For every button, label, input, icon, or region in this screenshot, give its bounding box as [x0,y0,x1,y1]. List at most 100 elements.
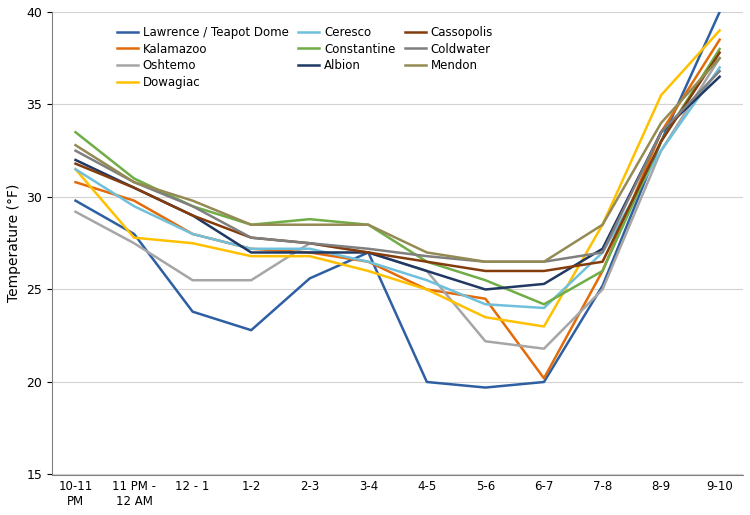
Mendon [247,221,256,228]
Legend: Lawrence / Teapot Dome, Kalamazoo, Oshtemo, Dowagiac, Ceresco, Constantine, Albi: Lawrence / Teapot Dome, Kalamazoo, Oshte… [113,23,496,92]
Cassopolis [481,268,490,274]
Ceresco [481,301,490,307]
Ceresco [364,259,373,265]
Kalamazoo [481,296,490,302]
Albion [716,74,724,80]
Constantine [539,301,548,307]
Kalamazoo [188,231,197,237]
Coldwater [305,240,314,246]
Oshtemo [71,209,80,215]
Dowagiac [481,314,490,320]
Cassopolis [130,184,139,191]
Oshtemo [716,55,724,61]
Cassopolis [422,259,431,265]
Oshtemo [481,338,490,345]
Albion [656,129,665,135]
Cassopolis [188,212,197,218]
Kalamazoo [247,246,256,252]
Dowagiac [130,234,139,241]
Albion [305,249,314,255]
Dowagiac [656,92,665,98]
Constantine [247,221,256,228]
Oshtemo [422,268,431,274]
Constantine [422,259,431,265]
Kalamazoo [716,37,724,43]
Lawrence / Teapot Dome [130,231,139,237]
Mendon [716,55,724,61]
Coldwater [656,129,665,135]
Lawrence / Teapot Dome [656,139,665,145]
Coldwater [188,203,197,209]
Mendon [364,221,373,228]
Dowagiac [188,240,197,246]
Dowagiac [539,323,548,330]
Cassopolis [71,161,80,167]
Albion [71,157,80,163]
Kalamazoo [656,129,665,135]
Cassopolis [716,49,724,56]
Ceresco [422,277,431,283]
Line: Ceresco: Ceresco [76,67,720,308]
Lawrence / Teapot Dome [247,327,256,333]
Lawrence / Teapot Dome [422,379,431,385]
Constantine [305,216,314,222]
Constantine [716,46,724,52]
Lawrence / Teapot Dome [716,9,724,15]
Mendon [422,249,431,255]
Mendon [305,221,314,228]
Lawrence / Teapot Dome [539,379,548,385]
Coldwater [71,148,80,154]
Ceresco [598,249,607,255]
Lawrence / Teapot Dome [481,385,490,391]
Line: Cassopolis: Cassopolis [76,53,720,271]
Albion [188,212,197,218]
Kalamazoo [598,268,607,274]
Cassopolis [247,234,256,241]
Constantine [364,221,373,228]
Line: Kalamazoo: Kalamazoo [76,40,720,379]
Line: Lawrence / Teapot Dome: Lawrence / Teapot Dome [76,12,720,388]
Line: Coldwater: Coldwater [76,71,720,262]
Oshtemo [656,148,665,154]
Coldwater [364,246,373,252]
Lawrence / Teapot Dome [305,276,314,282]
Line: Albion: Albion [76,77,720,289]
Cassopolis [598,259,607,265]
Dowagiac [422,286,431,293]
Ceresco [716,64,724,71]
Mendon [539,259,548,265]
Mendon [188,198,197,204]
Coldwater [539,259,548,265]
Coldwater [130,179,139,185]
Y-axis label: Temperature (°F): Temperature (°F) [7,184,21,302]
Constantine [71,129,80,135]
Oshtemo [598,286,607,293]
Oshtemo [130,240,139,246]
Cassopolis [305,240,314,246]
Ceresco [539,305,548,311]
Cassopolis [656,139,665,145]
Coldwater [481,259,490,265]
Albion [539,281,548,287]
Coldwater [422,253,431,259]
Oshtemo [305,240,314,246]
Dowagiac [247,253,256,259]
Kalamazoo [71,179,80,185]
Albion [130,184,139,191]
Lawrence / Teapot Dome [188,308,197,315]
Coldwater [247,234,256,241]
Constantine [598,268,607,274]
Constantine [130,176,139,182]
Ceresco [188,231,197,237]
Kalamazoo [305,249,314,255]
Mendon [598,221,607,228]
Mendon [481,259,490,265]
Line: Mendon: Mendon [76,58,720,262]
Albion [422,268,431,274]
Ceresco [305,246,314,252]
Ceresco [130,203,139,209]
Lawrence / Teapot Dome [364,249,373,255]
Kalamazoo [130,198,139,204]
Dowagiac [305,253,314,259]
Dowagiac [364,268,373,274]
